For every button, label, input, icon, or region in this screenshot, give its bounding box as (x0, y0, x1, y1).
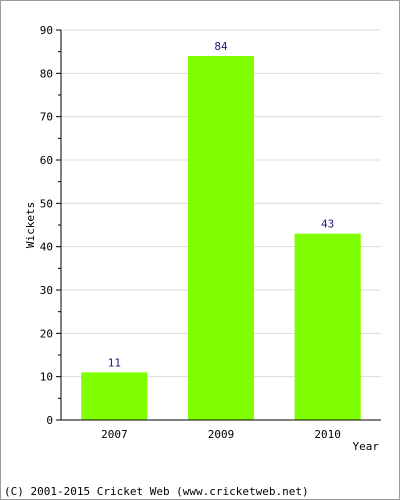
labels: 0 10 20 30 40 50 60 70 80 90 11 2007 84 2009 43 2010 (40, 24, 341, 441)
y-tick-label: 90 (40, 24, 53, 37)
data-label-2010: 43 (321, 218, 334, 231)
bar-2007 (81, 372, 148, 420)
y-axis-title: Wickets (24, 202, 37, 248)
y-tick-label: 30 (40, 284, 53, 297)
bars (81, 56, 361, 420)
copyright-footer: (C) 2001-2015 Cricket Web (www.cricketwe… (4, 485, 309, 498)
data-label-2009: 84 (214, 40, 228, 53)
bar-2009 (187, 56, 255, 420)
bar-2010 (294, 233, 361, 420)
y-tick-label: 50 (40, 197, 53, 210)
x-axis-title: Year (353, 440, 380, 453)
y-tick-label: 0 (46, 414, 53, 427)
x-tick-label-2010: 2010 (314, 428, 341, 441)
x-tick-label-2009: 2009 (208, 428, 235, 441)
y-tick-label: 70 (40, 111, 53, 124)
y-tick-label: 60 (40, 154, 53, 167)
x-tick-label-2007: 2007 (101, 428, 128, 441)
y-tick-label: 80 (40, 67, 53, 80)
y-tick-label: 20 (40, 327, 53, 340)
y-tick-label: 10 (40, 371, 53, 384)
axes (56, 29, 381, 421)
y-tick-label: 40 (40, 241, 53, 254)
data-label-2007: 11 (108, 356, 121, 369)
